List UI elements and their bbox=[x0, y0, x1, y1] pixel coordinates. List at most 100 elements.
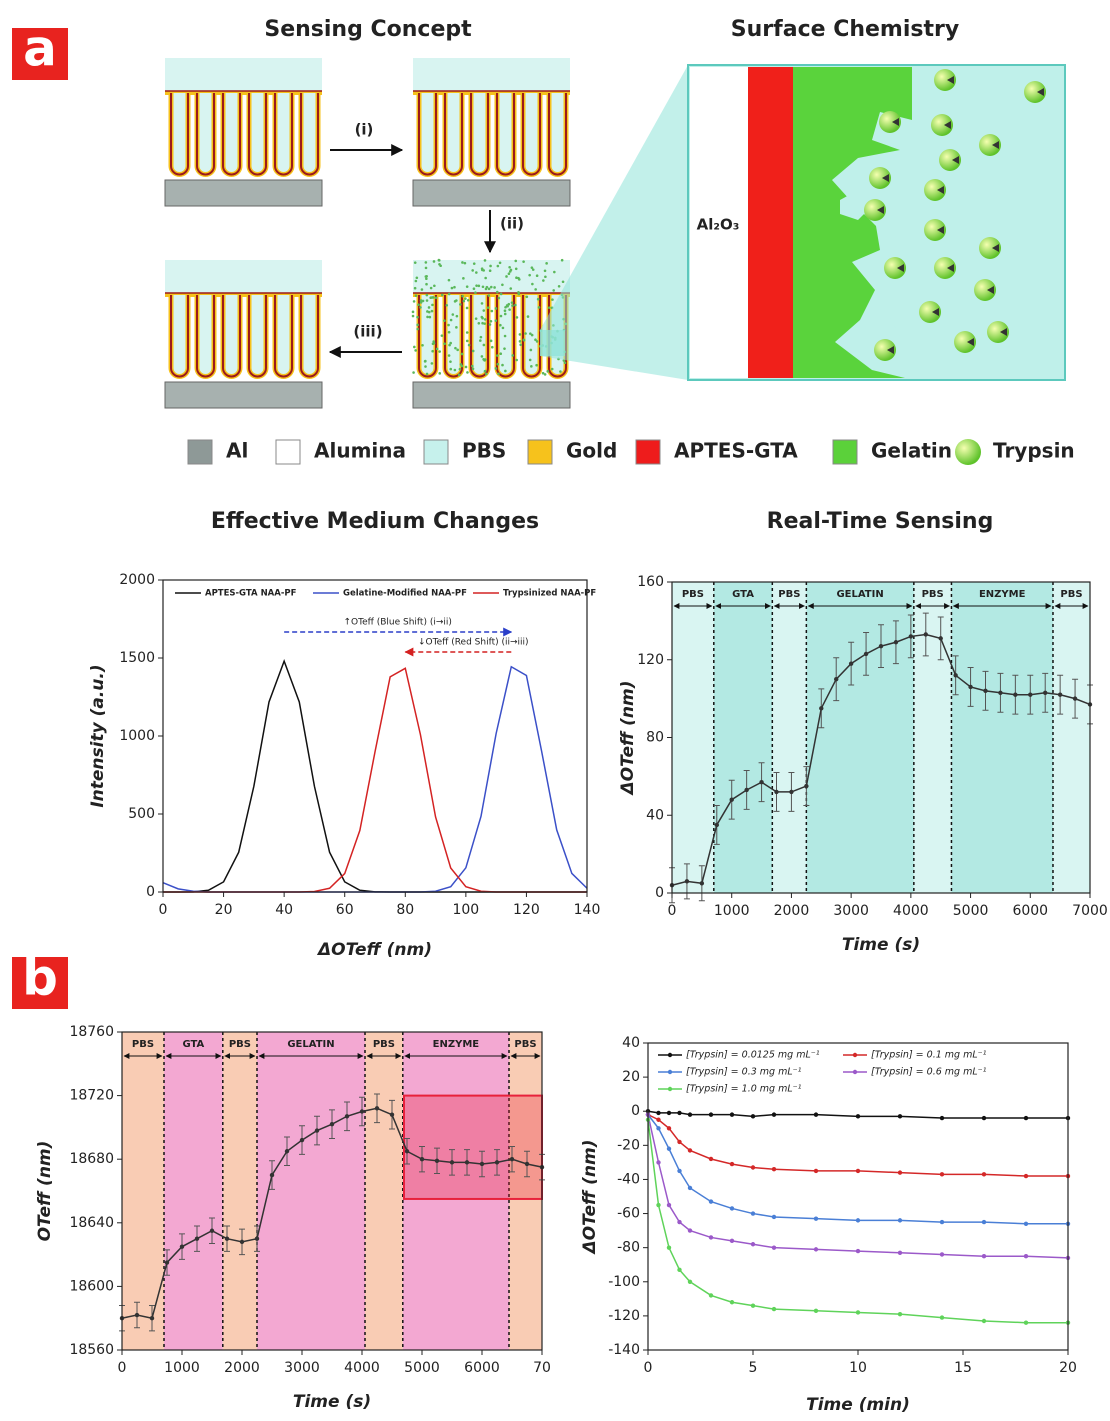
data-point bbox=[269, 1172, 275, 1178]
pore-wall bbox=[222, 295, 241, 378]
trypsin-site bbox=[1037, 88, 1044, 96]
pore-wall bbox=[418, 93, 437, 176]
data-point bbox=[1057, 692, 1063, 697]
gelatin-dot bbox=[447, 278, 451, 282]
y-axis-label: Intensity (a.u.) bbox=[88, 664, 108, 807]
gelatin-dot bbox=[536, 297, 540, 301]
legend-label: Gelatine-Modified NAA-PF bbox=[343, 589, 467, 599]
gelatin-dot bbox=[474, 291, 477, 294]
y-tick-label: 18760 bbox=[69, 1024, 114, 1040]
legend-label: PBS bbox=[462, 439, 506, 463]
data-point bbox=[1043, 690, 1048, 695]
data-point bbox=[744, 787, 749, 793]
y-tick-label: 18560 bbox=[69, 1342, 114, 1358]
gelatin-dot bbox=[428, 315, 432, 319]
trypsin-site bbox=[897, 264, 904, 272]
gelatin-dot bbox=[490, 309, 494, 313]
gelatin-dot bbox=[426, 315, 429, 319]
phase-band bbox=[365, 1032, 403, 1350]
x-tick-label: 4000 bbox=[344, 1360, 380, 1376]
data-point bbox=[729, 1206, 735, 1211]
gelatin-dot bbox=[448, 343, 451, 347]
gelatin-dot bbox=[509, 287, 513, 290]
gelatin-dot bbox=[525, 295, 529, 299]
phase-label: PBS bbox=[132, 1039, 154, 1050]
y-tick-label: -20 bbox=[617, 1137, 640, 1153]
y-axis-label: ΔOTeff (nm) bbox=[580, 1140, 600, 1256]
gelatin-dot bbox=[451, 313, 455, 316]
gelatin-dot bbox=[489, 339, 493, 343]
gelatin-dot bbox=[465, 331, 469, 334]
diagram-title: Surface Chemistry bbox=[731, 17, 959, 42]
gelatin-dot bbox=[424, 275, 428, 278]
y-tick-label: 0 bbox=[146, 884, 155, 900]
gelatin-dot bbox=[514, 267, 518, 271]
x-tick-label: 5000 bbox=[953, 903, 989, 919]
data-point bbox=[684, 879, 690, 884]
pore-wall bbox=[522, 295, 541, 378]
data-point bbox=[656, 1117, 661, 1122]
x-tick-label: 0 bbox=[118, 1360, 127, 1376]
gelatin-dot bbox=[488, 323, 492, 326]
data-point bbox=[449, 1160, 455, 1165]
gelatin-dot bbox=[514, 303, 517, 307]
data-point bbox=[750, 1114, 756, 1119]
gelatin-dot bbox=[461, 294, 464, 298]
gelatin-dot bbox=[414, 294, 418, 297]
gelatin-dot bbox=[417, 303, 420, 307]
gelatin-dot bbox=[483, 358, 487, 361]
gelatin-dot bbox=[431, 303, 434, 307]
gelatin-dot bbox=[501, 326, 505, 330]
phase-band bbox=[713, 582, 773, 893]
gelatin-dot bbox=[461, 261, 464, 264]
phase-band bbox=[951, 582, 1053, 893]
gelatin-dot bbox=[455, 326, 458, 329]
data-point bbox=[666, 1110, 672, 1116]
annotation: ↑OTeff (Blue Shift) (i→ii) bbox=[344, 618, 452, 628]
gelatin-dot bbox=[447, 354, 451, 357]
data-point bbox=[708, 1293, 714, 1298]
gelatin-dot bbox=[511, 354, 515, 357]
pore-wall bbox=[222, 93, 241, 176]
data-point bbox=[656, 1110, 661, 1116]
aluminium bbox=[164, 381, 323, 409]
y-tick-label: 18640 bbox=[69, 1215, 114, 1231]
gelatin-dot bbox=[479, 339, 482, 342]
trypsin-site bbox=[987, 286, 994, 294]
gelatin-dot bbox=[560, 258, 564, 262]
data-point bbox=[813, 1247, 819, 1252]
gelatin-dot bbox=[483, 259, 487, 262]
data-point bbox=[750, 1165, 756, 1170]
data-point bbox=[771, 1167, 777, 1172]
gelatin-dot bbox=[432, 340, 436, 343]
gelatin-dot bbox=[487, 287, 491, 291]
x-tick-label: 80 bbox=[396, 902, 414, 918]
phase-band bbox=[164, 1032, 223, 1350]
legend-marker bbox=[852, 1052, 858, 1058]
gelatin-dot bbox=[467, 343, 471, 347]
data-point bbox=[1023, 1253, 1029, 1259]
series-line bbox=[163, 658, 587, 893]
legend-swatch bbox=[635, 439, 661, 465]
data-point bbox=[759, 780, 764, 785]
pore-wall bbox=[196, 93, 215, 176]
gelatin-dot bbox=[437, 259, 441, 262]
data-point bbox=[314, 1128, 320, 1133]
pore-gold bbox=[468, 93, 491, 177]
trypsin-site bbox=[944, 121, 951, 129]
data-point bbox=[729, 1238, 735, 1244]
data-point bbox=[677, 1110, 682, 1116]
data-point bbox=[677, 1139, 682, 1145]
pore-wall bbox=[248, 295, 267, 378]
annotation: ↓OTeff (Red Shift) (ii→iii) bbox=[418, 638, 529, 648]
gelatin-dot bbox=[515, 316, 519, 319]
gelatin-dot bbox=[445, 303, 449, 307]
gelatin-dot bbox=[474, 317, 478, 320]
data-point bbox=[1072, 696, 1078, 701]
data-point bbox=[908, 634, 914, 639]
legend-label: Alumina bbox=[314, 439, 406, 463]
gelatin-dot bbox=[458, 367, 462, 371]
gelatin-dot bbox=[411, 310, 415, 314]
pore-gold bbox=[468, 295, 491, 379]
phase-band bbox=[772, 582, 807, 893]
